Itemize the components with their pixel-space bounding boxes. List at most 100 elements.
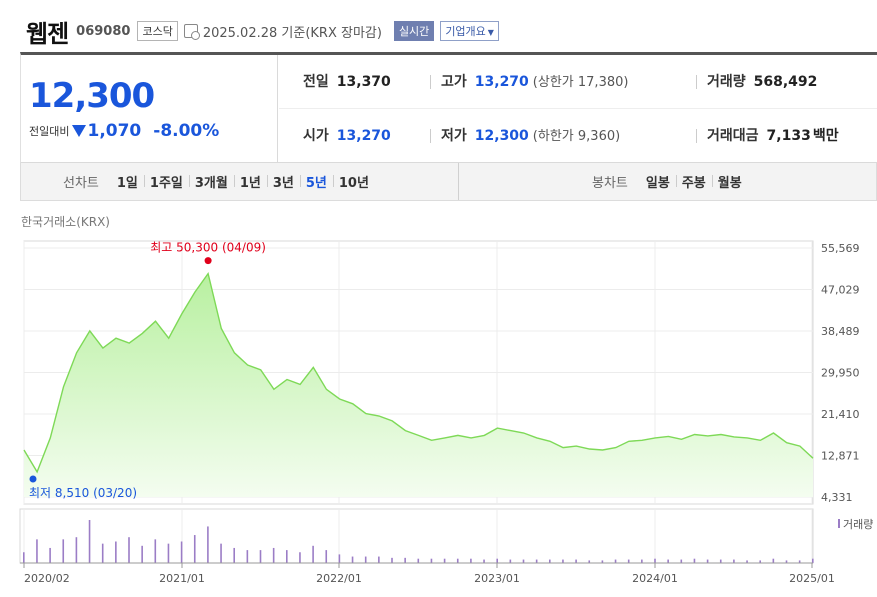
volume-legend-swatch	[838, 519, 840, 528]
volume-bar	[772, 558, 775, 563]
period-1w[interactable]: 1주일	[143, 172, 189, 191]
volume-bar	[154, 539, 157, 563]
volume-bar	[36, 539, 38, 563]
y-tick-label: 12,871	[821, 450, 860, 463]
candle-monthly[interactable]: 월봉	[711, 172, 748, 191]
stat-label: 시가	[303, 128, 329, 144]
volume-bar	[351, 556, 354, 563]
stat-amount: 거래대금 7,133 백만	[707, 125, 839, 145]
volume-bar	[588, 560, 591, 563]
x-tick-label: 2025/01	[789, 572, 835, 585]
volume-bar	[693, 558, 696, 563]
candle-chart-periods: 봉차트 일봉 주봉 월봉	[592, 163, 748, 200]
volume-bar	[115, 541, 117, 563]
stock-code: 069080	[76, 23, 131, 39]
volume-bar	[746, 560, 748, 563]
x-tick-label: 2024/01	[632, 572, 678, 585]
volume-bar	[272, 547, 275, 563]
period-1y[interactable]: 1년	[233, 172, 267, 191]
low-point-marker	[29, 475, 37, 483]
volume-frame	[19, 508, 814, 564]
period-10y[interactable]: 10년	[332, 172, 375, 191]
clock-icon	[183, 24, 200, 40]
stat-value: 13,270	[336, 128, 391, 144]
volume-bar	[220, 543, 222, 563]
candle-weekly[interactable]: 주봉	[675, 172, 712, 191]
line-chart-label: 선차트	[63, 176, 99, 191]
volume-bar	[575, 559, 577, 563]
volume-bar	[23, 552, 25, 563]
low-label: 최저 8,510 (03/20)	[29, 486, 137, 500]
y-tick-label: 47,029	[821, 284, 860, 297]
chevron-down-icon: ▼	[487, 28, 494, 37]
volume-bar	[430, 558, 433, 563]
volume-bar	[812, 558, 814, 563]
volume-bar	[167, 543, 170, 563]
x-tick-label: 2022/01	[316, 572, 362, 585]
line-chart-periods: 선차트 1일 1주일 3개월 1년 3년 5년 10년	[63, 163, 375, 200]
period-3y[interactable]: 3년	[266, 172, 300, 191]
volume-bar	[286, 550, 288, 563]
toolbar-divider	[458, 163, 459, 200]
volume-bar	[128, 537, 130, 563]
volume-bar	[417, 558, 420, 563]
x-tick-label: 2023/01	[474, 572, 520, 585]
volume-bar	[193, 535, 196, 563]
price-summary: 12,300 전일대비 1,070 -8.00% 전일 13,370 고가 13,2…	[20, 52, 877, 163]
y-tick-label: 4,331	[821, 491, 853, 504]
stat-label: 고가	[441, 74, 467, 90]
base-date: 2025.02.28 기준(KRX 장마감)	[202, 25, 382, 41]
volume-bar	[391, 557, 393, 563]
stat-sub-value: 9,360)	[577, 129, 621, 144]
divider	[430, 75, 431, 89]
high-label: 최고 50,300 (04/09)	[150, 241, 266, 255]
change-line: 전일대비 1,070 -8.00%	[29, 121, 219, 141]
market-badge: 코스닥	[137, 21, 178, 41]
x-tick-label: 2020/02	[24, 572, 70, 585]
stat-value: 568,492	[753, 74, 818, 90]
price-line	[23, 271, 814, 474]
realtime-button[interactable]: 실시간	[393, 21, 435, 41]
candle-daily[interactable]: 일봉	[645, 176, 670, 191]
volume-bar	[325, 550, 328, 563]
y-tick-label: 21,410	[821, 408, 860, 421]
x-tick-label: 2021/01	[159, 572, 205, 585]
volume-bar	[706, 559, 709, 563]
stat-sub-value: 17,380)	[577, 75, 629, 90]
volume-bar	[733, 559, 735, 563]
price-cell: 12,300 전일대비 1,070 -8.00%	[21, 55, 278, 163]
volume-bar	[62, 539, 65, 563]
volume-bar	[88, 520, 91, 563]
volume-bar	[49, 547, 51, 563]
stat-volume: 거래량 568,492	[707, 71, 817, 91]
volume-bar	[338, 554, 341, 563]
change-label: 전일대비	[29, 125, 70, 138]
volume-bar	[680, 559, 683, 563]
period-3m[interactable]: 3개월	[188, 172, 234, 191]
change-percent: -8.00%	[153, 121, 220, 141]
stat-low: 저가 12,300 (하한가 9,360)	[441, 125, 620, 145]
period-1d[interactable]: 1일	[116, 176, 138, 191]
period-5y[interactable]: 5년	[299, 172, 333, 191]
volume-bar	[207, 526, 209, 563]
volume-bar	[522, 559, 525, 563]
divider	[430, 129, 431, 143]
volume-bar	[562, 559, 564, 563]
company-overview-dropdown[interactable]: 기업개요 ▼	[440, 21, 499, 41]
volume-bar	[601, 560, 604, 563]
stock-name: 웹젠	[26, 19, 69, 48]
high-point-marker	[204, 257, 212, 265]
volume-bar	[667, 559, 669, 563]
stat-unit: 백만	[812, 128, 839, 144]
volume-bar	[364, 556, 367, 563]
stat-sub-label: (상한가	[532, 75, 574, 90]
volume-bar	[627, 559, 630, 563]
volume-bar	[443, 558, 446, 563]
stat-label: 거래량	[707, 74, 746, 90]
volume-bar	[759, 560, 761, 563]
volume-bar	[535, 559, 538, 563]
y-tick-label: 38,489	[821, 325, 860, 338]
volume-bar	[299, 552, 301, 563]
stat-label: 저가	[441, 128, 467, 144]
stat-row-1: 전일 13,370 고가 13,270 (상한가 17,380) 거래량 568,492	[279, 55, 877, 109]
